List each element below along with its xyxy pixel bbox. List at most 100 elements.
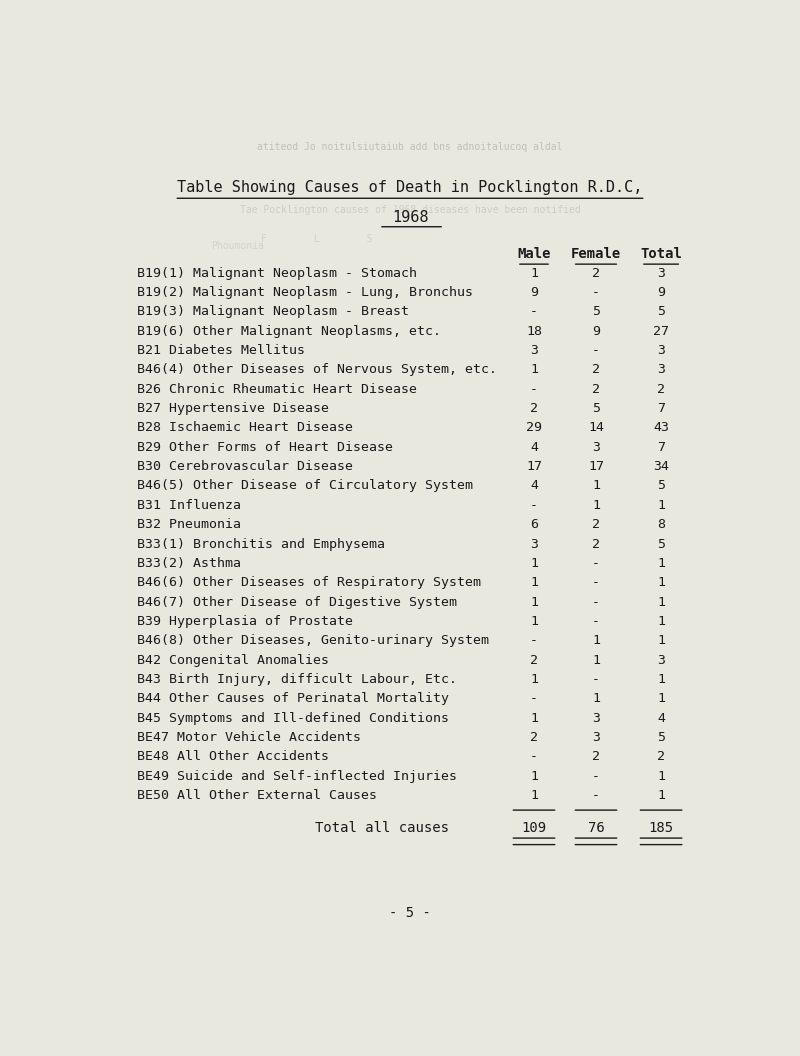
Text: 9: 9 [530, 286, 538, 299]
Text: Female: Female [571, 247, 621, 262]
Text: 5: 5 [592, 305, 600, 318]
Text: Tae Pocklington causes of 1968 diseases have been notified: Tae Pocklington causes of 1968 diseases … [240, 206, 580, 215]
Text: Table Showing Causes of Death in Pocklington R.D.C,: Table Showing Causes of Death in Pocklin… [178, 181, 642, 195]
Text: 8: 8 [657, 518, 665, 531]
Text: 3: 3 [530, 344, 538, 357]
Text: 3: 3 [657, 266, 665, 280]
Text: 5: 5 [592, 402, 600, 415]
Text: -: - [592, 770, 600, 782]
Text: B30 Cerebrovascular Disease: B30 Cerebrovascular Disease [138, 460, 354, 473]
Text: B43 Birth Injury, difficult Labour, Etc.: B43 Birth Injury, difficult Labour, Etc. [138, 673, 458, 686]
Text: 3: 3 [657, 363, 665, 376]
Text: 9: 9 [592, 324, 600, 338]
Text: 1: 1 [530, 673, 538, 686]
Text: -: - [592, 344, 600, 357]
Text: -: - [530, 305, 538, 318]
Text: 185: 185 [649, 821, 674, 834]
Text: 4: 4 [530, 479, 538, 492]
Text: -: - [530, 635, 538, 647]
Text: -: - [592, 673, 600, 686]
Text: 2: 2 [592, 518, 600, 531]
Text: B19(2) Malignant Neoplasm - Lung, Bronchus: B19(2) Malignant Neoplasm - Lung, Bronch… [138, 286, 474, 299]
Text: 1: 1 [530, 770, 538, 782]
Text: BE49 Suicide and Self-inflected Injuries: BE49 Suicide and Self-inflected Injuries [138, 770, 458, 782]
Text: 76: 76 [588, 821, 604, 834]
Text: B44 Other Causes of Perinatal Mortality: B44 Other Causes of Perinatal Mortality [138, 693, 450, 705]
Text: F        L        S: F L S [261, 234, 373, 244]
Text: B19(3) Malignant Neoplasm - Breast: B19(3) Malignant Neoplasm - Breast [138, 305, 409, 318]
Text: B26 Chronic Rheumatic Heart Disease: B26 Chronic Rheumatic Heart Disease [138, 382, 418, 396]
Text: B45 Symptoms and Ill-defined Conditions: B45 Symptoms and Ill-defined Conditions [138, 712, 450, 724]
Text: 2: 2 [530, 402, 538, 415]
Text: Phoumonia: Phoumonia [211, 241, 265, 251]
Text: -: - [592, 577, 600, 589]
Text: -: - [592, 615, 600, 628]
Text: -: - [530, 751, 538, 763]
Text: B31 Influenza: B31 Influenza [138, 498, 242, 512]
Text: B19(6) Other Malignant Neoplasms, etc.: B19(6) Other Malignant Neoplasms, etc. [138, 324, 442, 338]
Text: 2: 2 [530, 654, 538, 666]
Text: 1: 1 [530, 712, 538, 724]
Text: 2: 2 [657, 382, 665, 396]
Text: 1: 1 [657, 596, 665, 608]
Text: 2: 2 [657, 751, 665, 763]
Text: 1: 1 [657, 770, 665, 782]
Text: 7: 7 [657, 402, 665, 415]
Text: 1: 1 [530, 789, 538, 803]
Text: BE48 All Other Accidents: BE48 All Other Accidents [138, 751, 330, 763]
Text: 1: 1 [530, 266, 538, 280]
Text: -: - [530, 693, 538, 705]
Text: B27 Hypertensive Disease: B27 Hypertensive Disease [138, 402, 330, 415]
Text: 1: 1 [530, 577, 538, 589]
Text: 6: 6 [530, 518, 538, 531]
Text: 3: 3 [592, 731, 600, 744]
Text: B21 Diabetes Mellitus: B21 Diabetes Mellitus [138, 344, 306, 357]
Text: 2: 2 [592, 363, 600, 376]
Text: 1: 1 [657, 635, 665, 647]
Text: B42 Congenital Anomalies: B42 Congenital Anomalies [138, 654, 330, 666]
Text: 4: 4 [530, 440, 538, 454]
Text: B46(8) Other Diseases, Genito-urinary System: B46(8) Other Diseases, Genito-urinary Sy… [138, 635, 490, 647]
Text: 9: 9 [657, 286, 665, 299]
Text: 1968: 1968 [392, 210, 428, 225]
Text: B28 Ischaemic Heart Disease: B28 Ischaemic Heart Disease [138, 421, 354, 434]
Text: atiteod Jo noitulsiutaiub add bns adnoitalucoq aldal: atiteod Jo noitulsiutaiub add bns adnoit… [258, 143, 562, 152]
Text: 1: 1 [530, 596, 538, 608]
Text: -: - [530, 382, 538, 396]
Text: 2: 2 [592, 751, 600, 763]
Text: 1: 1 [530, 557, 538, 570]
Text: B46(6) Other Diseases of Respiratory System: B46(6) Other Diseases of Respiratory Sys… [138, 577, 482, 589]
Text: 1: 1 [657, 577, 665, 589]
Text: 1: 1 [592, 635, 600, 647]
Text: B33(1) Bronchitis and Emphysema: B33(1) Bronchitis and Emphysema [138, 538, 386, 550]
Text: 43: 43 [653, 421, 669, 434]
Text: B33(2) Asthma: B33(2) Asthma [138, 557, 242, 570]
Text: 17: 17 [526, 460, 542, 473]
Text: 1: 1 [530, 363, 538, 376]
Text: 109: 109 [522, 821, 546, 834]
Text: 4: 4 [657, 712, 665, 724]
Text: 3: 3 [657, 344, 665, 357]
Text: 3: 3 [657, 654, 665, 666]
Text: 1: 1 [657, 615, 665, 628]
Text: 1: 1 [657, 557, 665, 570]
Text: B39 Hyperplasia of Prostate: B39 Hyperplasia of Prostate [138, 615, 354, 628]
Text: 34: 34 [653, 460, 669, 473]
Text: 18: 18 [526, 324, 542, 338]
Text: 1: 1 [530, 615, 538, 628]
Text: 3: 3 [530, 538, 538, 550]
Text: B46(7) Other Disease of Digestive System: B46(7) Other Disease of Digestive System [138, 596, 458, 608]
Text: 27: 27 [653, 324, 669, 338]
Text: -: - [592, 789, 600, 803]
Text: 7: 7 [657, 440, 665, 454]
Text: - 5 -: - 5 - [389, 906, 431, 920]
Text: 5: 5 [657, 538, 665, 550]
Text: 2: 2 [592, 382, 600, 396]
Text: Male: Male [518, 247, 550, 262]
Text: 5: 5 [657, 479, 665, 492]
Text: 1: 1 [592, 693, 600, 705]
Text: 1: 1 [657, 693, 665, 705]
Text: 5: 5 [657, 731, 665, 744]
Text: 1: 1 [592, 479, 600, 492]
Text: 29: 29 [526, 421, 542, 434]
